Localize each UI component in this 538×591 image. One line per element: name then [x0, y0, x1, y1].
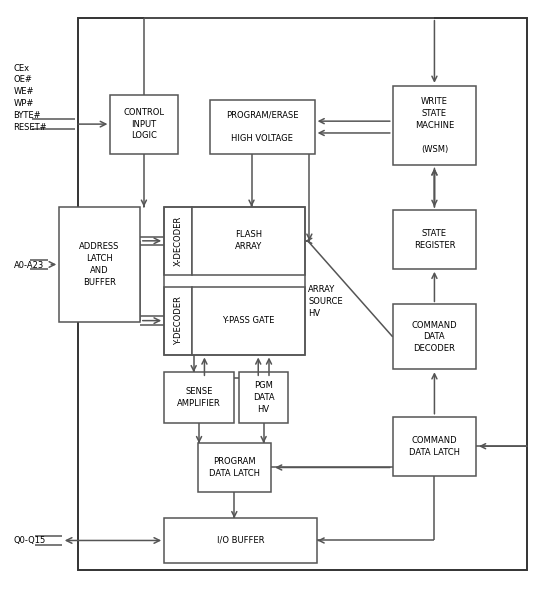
Bar	[210, 100, 315, 154]
Bar	[393, 304, 476, 369]
Bar	[78, 18, 527, 570]
Text: ADDRESS
LATCH
AND
BUFFER: ADDRESS LATCH AND BUFFER	[79, 242, 120, 287]
Text: Y-DECODER: Y-DECODER	[174, 296, 182, 345]
Text: SENSE
AMPLIFIER: SENSE AMPLIFIER	[177, 387, 221, 408]
Text: WRITE
STATE
MACHINE

(WSM): WRITE STATE MACHINE (WSM)	[415, 98, 454, 154]
Bar	[239, 372, 288, 423]
Bar	[393, 417, 476, 476]
Text: FLASH
ARRAY: FLASH ARRAY	[235, 230, 262, 251]
Bar	[393, 86, 476, 165]
Text: PROGRAM/ERASE

HIGH VOLTAGE: PROGRAM/ERASE HIGH VOLTAGE	[226, 111, 299, 144]
Text: I/O BUFFER: I/O BUFFER	[217, 536, 265, 545]
Text: COMMAND
DATA
DECODER: COMMAND DATA DECODER	[412, 320, 457, 353]
Text: X-DECODER: X-DECODER	[174, 216, 182, 266]
Bar	[192, 287, 305, 355]
Bar	[164, 207, 305, 355]
Text: ARRAY
SOURCE
HV: ARRAY SOURCE HV	[308, 285, 343, 318]
Bar	[110, 95, 178, 154]
Bar	[393, 210, 476, 269]
Bar	[164, 518, 317, 563]
Bar	[164, 372, 234, 423]
Text: PROGRAM
DATA LATCH: PROGRAM DATA LATCH	[209, 457, 260, 478]
Text: PGM
DATA
HV: PGM DATA HV	[253, 381, 274, 414]
Text: Y-PASS GATE: Y-PASS GATE	[222, 316, 275, 325]
Text: CEx
OE#
WE#
WP#
BYTE#
RESET#: CEx OE# WE# WP# BYTE# RESET#	[13, 63, 47, 132]
Bar	[198, 443, 271, 492]
Bar	[164, 207, 192, 275]
Text: COMMAND
DATA LATCH: COMMAND DATA LATCH	[409, 436, 460, 457]
Text: CONTROL
INPUT
LOGIC: CONTROL INPUT LOGIC	[123, 108, 165, 141]
Bar	[192, 207, 305, 275]
Text: A0-A23: A0-A23	[13, 261, 44, 271]
Bar	[164, 287, 192, 355]
Bar	[59, 207, 140, 322]
Text: Q0-Q15: Q0-Q15	[13, 536, 46, 545]
Text: STATE
REGISTER: STATE REGISTER	[414, 229, 455, 250]
